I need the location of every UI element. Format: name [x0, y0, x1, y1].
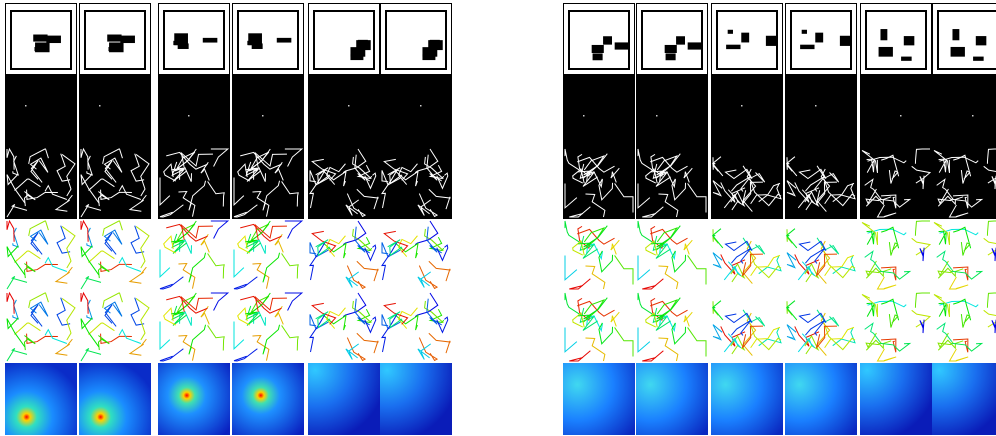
obstacle [107, 35, 121, 42]
sparse-cell [158, 75, 230, 147]
obstacle [766, 36, 777, 46]
sparse-cell [785, 75, 857, 147]
heatmap [785, 363, 857, 435]
obstacle [800, 45, 814, 49]
obstacle [676, 36, 685, 44]
map-cell [233, 4, 304, 75]
obstacle [252, 43, 263, 49]
sparse-cell [5, 75, 77, 147]
obstacle [108, 47, 120, 51]
obstacle [666, 53, 676, 60]
sparse-cell [563, 75, 635, 147]
obstacle [976, 36, 987, 45]
figure [0, 0, 996, 436]
dot [972, 115, 974, 117]
traj-cell [785, 219, 857, 291]
sparse-cell [380, 75, 452, 147]
obstacle [741, 33, 749, 43]
edge-cell [785, 147, 857, 219]
obstacle [430, 40, 440, 47]
traj-cell [932, 219, 996, 291]
obstacle [901, 57, 912, 61]
obstacle [178, 43, 189, 49]
obstacle [592, 45, 604, 53]
heatmap [932, 363, 996, 435]
map-cell [933, 4, 996, 75]
obstacle [277, 38, 292, 43]
dot [25, 105, 27, 107]
obstacle [34, 47, 46, 51]
obstacle [248, 33, 262, 45]
heatmap [711, 363, 783, 435]
obstacle [802, 30, 807, 34]
obstacle [203, 38, 218, 43]
dot [656, 115, 658, 117]
map-cell [637, 4, 708, 75]
obstacle [728, 30, 733, 34]
heatmap [636, 363, 708, 435]
sparse-cell [308, 75, 380, 147]
dot [741, 105, 743, 107]
traj-cell [711, 291, 783, 363]
obstacle [33, 35, 47, 42]
map-cell [159, 4, 230, 75]
sparse-cell [79, 75, 151, 147]
dot [99, 105, 101, 107]
sparse-cell [711, 75, 783, 147]
obstacle [973, 57, 984, 61]
heatmap [232, 363, 304, 435]
sparse-cell [860, 75, 932, 147]
heatmap [860, 363, 932, 435]
dot [262, 115, 264, 117]
map-cell [861, 4, 932, 75]
obstacle [815, 33, 823, 43]
heatmap [79, 363, 151, 435]
traj-cell [932, 291, 996, 363]
dot [348, 105, 350, 107]
traj-cell [785, 291, 857, 363]
dot [583, 115, 585, 117]
obstacle [603, 36, 612, 44]
map-cell [564, 4, 635, 75]
heatmap [158, 363, 230, 435]
obstacle [593, 53, 603, 60]
obstacle [726, 45, 740, 49]
edge-cell [711, 147, 783, 219]
dot [900, 115, 902, 117]
obstacle [879, 47, 893, 57]
edge-cell [932, 147, 996, 219]
page: (() => { const svg = document.getElement… [0, 0, 996, 436]
obstacle [120, 36, 135, 43]
sparse-cell [932, 75, 996, 147]
obstacle [880, 29, 887, 40]
obstacle [615, 42, 629, 49]
obstacle [665, 45, 677, 53]
heatmap [563, 363, 635, 435]
sparse-cell [636, 75, 708, 147]
obstacle [46, 36, 61, 43]
map-cell [309, 4, 380, 75]
dot [188, 115, 190, 117]
map-cell [381, 4, 452, 75]
heatmap [380, 363, 452, 435]
obstacle [688, 42, 702, 49]
heatmap [5, 363, 77, 435]
heatmap [308, 363, 380, 435]
obstacle [952, 29, 959, 40]
dot [420, 105, 422, 107]
obstacle [174, 33, 188, 45]
obstacle [840, 36, 851, 46]
traj-cell [711, 219, 783, 291]
obstacle [951, 47, 965, 57]
obstacle [358, 40, 368, 47]
sparse-cell [232, 75, 304, 147]
dot [815, 105, 817, 107]
obstacle [350, 54, 363, 60]
obstacle [422, 54, 435, 60]
obstacle [904, 36, 915, 45]
